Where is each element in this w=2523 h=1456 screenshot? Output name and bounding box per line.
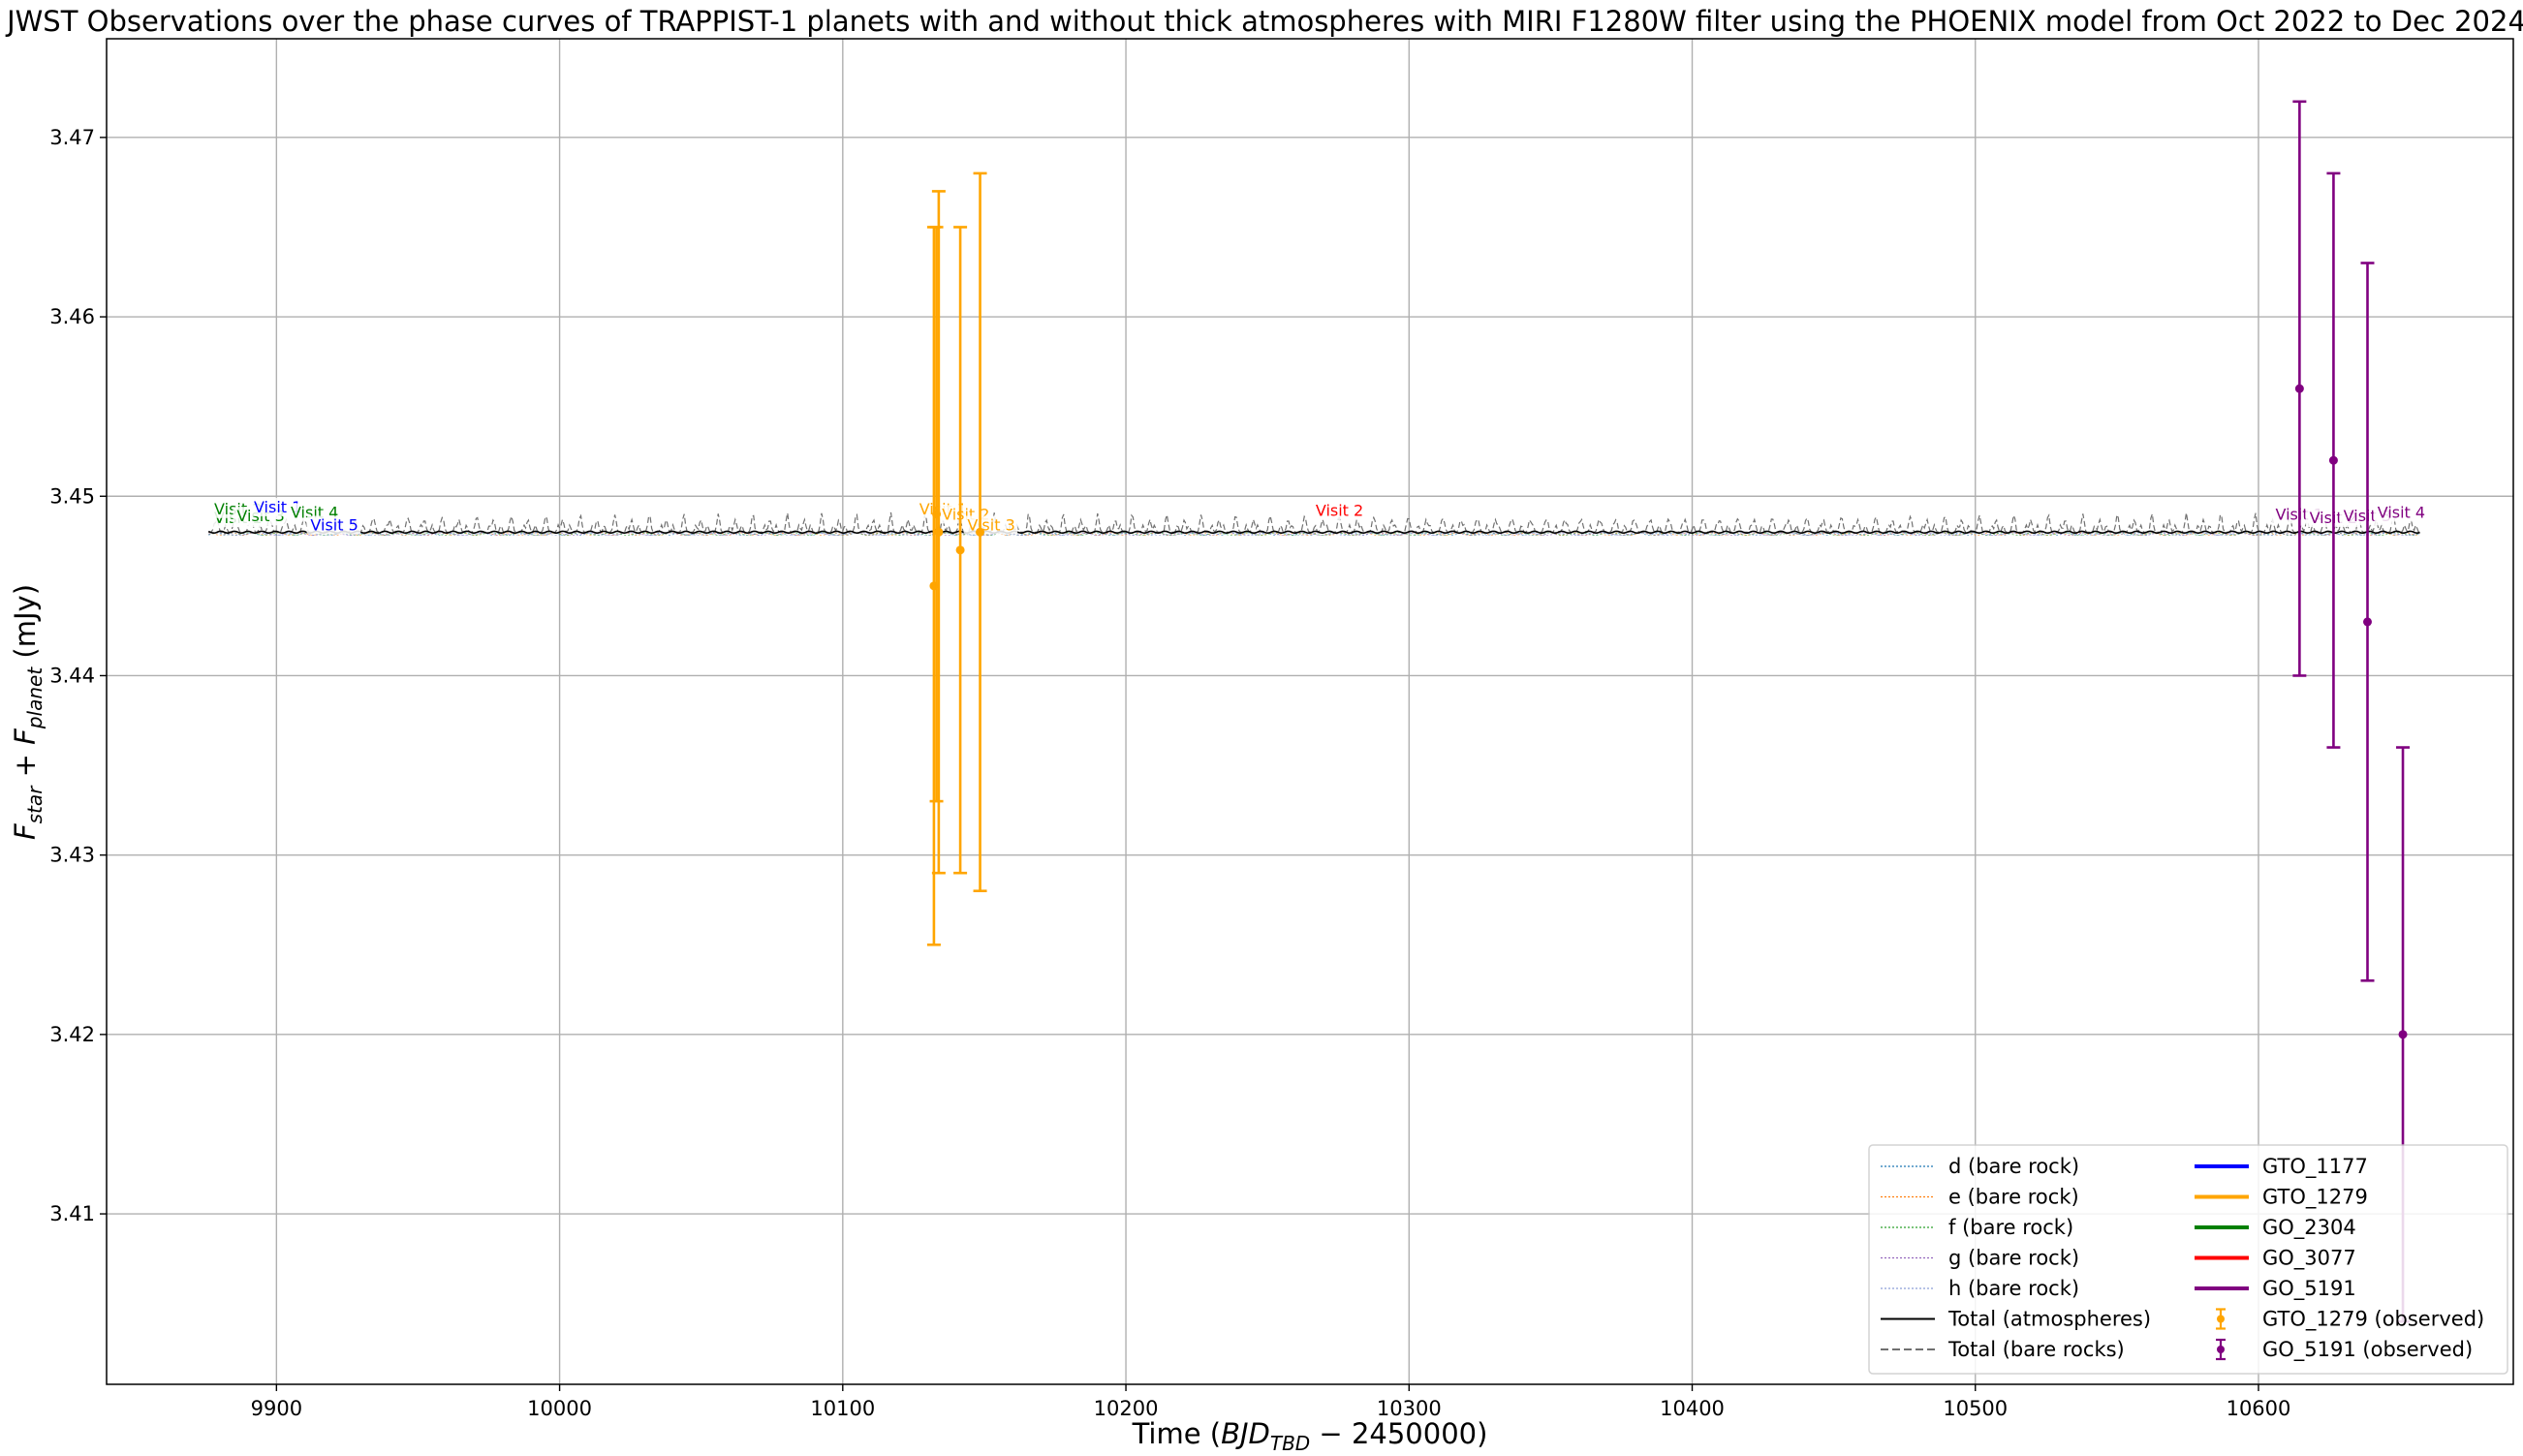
legend-label: g (bare rock) — [1948, 1247, 2079, 1270]
legend-label: GO_5191 (observed) — [2262, 1338, 2473, 1362]
y-axis-ticks: 3.41 3.42 3.43 3.44 3.45 3.46 3.47 — [49, 126, 107, 1225]
data-point — [934, 527, 944, 537]
bare-rock-curve — [208, 532, 2420, 536]
x-axis-label: Time (BJDTBD − 2450000) — [1132, 1417, 1488, 1455]
observed-points — [926, 100, 2411, 1323]
x-tick-label: 10600 — [2227, 1397, 2291, 1420]
y-tick-label: 3.47 — [49, 126, 95, 149]
model-curves — [207, 511, 2420, 536]
legend-label: GO_5191 — [2262, 1277, 2356, 1301]
y-tick-label: 3.45 — [49, 484, 95, 508]
total-atmospheres-curve — [207, 530, 2420, 535]
y-axis-label: Fstar + Fplanet (mJy) — [9, 584, 47, 840]
data-point — [955, 545, 965, 555]
legend-label: h (bare rock) — [1948, 1277, 2079, 1300]
plot-frame — [106, 38, 2514, 1385]
x-tick-label: 10500 — [1943, 1397, 2008, 1420]
y-tick-label: 3.44 — [49, 664, 95, 687]
legend-label: d (bare rock) — [1948, 1155, 2079, 1178]
legend-label: GO_3077 — [2262, 1247, 2356, 1271]
visit-label: Visit 3 — [967, 515, 1014, 534]
total-bare-rocks-curve — [208, 511, 2420, 534]
visit-label: Visit 2 — [1316, 502, 1363, 520]
bare-rock-curve — [208, 532, 2420, 536]
data-point — [2294, 384, 2304, 393]
legend-label: Total (bare rocks) — [1947, 1338, 2125, 1361]
y-tick-label: 3.46 — [49, 305, 95, 328]
bare-rock-curve — [208, 532, 2420, 536]
legend-label: GTO_1177 — [2262, 1155, 2368, 1179]
chart-title: JWST Observations over the phase curves … — [5, 5, 2523, 38]
data-point — [2362, 617, 2372, 627]
legend-label: GO_2304 — [2262, 1216, 2356, 1240]
data-point — [2328, 455, 2338, 465]
visit-label: Visit 4 — [2378, 503, 2425, 521]
legend-label: Total (atmospheres) — [1947, 1308, 2151, 1331]
visit-label-box — [306, 515, 361, 535]
grid — [107, 39, 2513, 1384]
x-tick-label: 10200 — [1094, 1397, 1159, 1420]
x-tick-label: 10000 — [527, 1397, 592, 1420]
x-tick-label: 10400 — [1660, 1397, 1725, 1420]
legend-label: GTO_1279 — [2262, 1186, 2368, 1210]
data-point — [976, 527, 985, 537]
legend-box — [1868, 1144, 2508, 1375]
visit-label: Visit 5 — [310, 515, 358, 534]
bare-rock-curve — [208, 532, 2420, 536]
visit-label-box — [1311, 501, 1366, 520]
y-tick-label: 3.43 — [49, 844, 95, 867]
y-tick-label: 3.42 — [49, 1023, 95, 1046]
x-tick-label: 9900 — [251, 1397, 302, 1420]
data-point — [2398, 1030, 2408, 1039]
legend: d (bare rock) e (bare rock) f (bare rock) g… — [1868, 1144, 2508, 1375]
visit-label-box — [2373, 503, 2428, 522]
legend-swatch — [2217, 1315, 2225, 1323]
y-tick-label: 3.41 — [49, 1202, 95, 1225]
legend-label: e (bare rock) — [1948, 1186, 2079, 1209]
legend-swatch — [2217, 1346, 2225, 1353]
x-tick-label: 10300 — [1377, 1397, 1442, 1420]
x-tick-label: 10100 — [810, 1397, 875, 1420]
x-axis-ticks: 9900 10000 10100 10200 10300 10400 10500 10600 — [251, 1384, 2291, 1420]
legend-label: f (bare rock) — [1948, 1216, 2073, 1239]
legend-label: GTO_1279 (observed) — [2262, 1308, 2484, 1332]
